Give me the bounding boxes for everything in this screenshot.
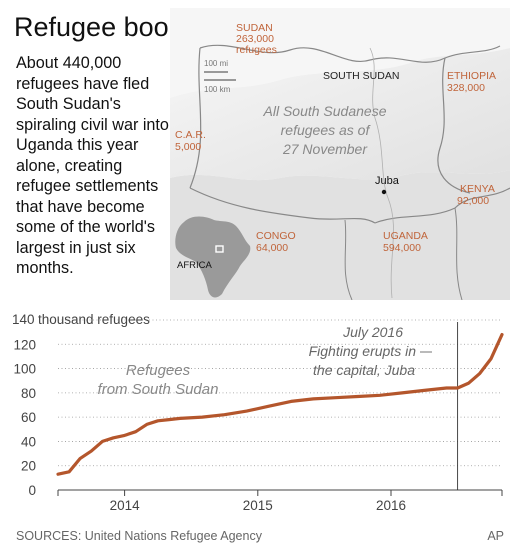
border-congo: [189, 187, 376, 224]
credit: AP: [487, 529, 504, 543]
border-car: [189, 47, 202, 189]
terrain-north: [170, 8, 510, 98]
chart-grid: [58, 319, 502, 467]
scale-km-label: 100 km: [204, 85, 231, 94]
svg-text:from South Sudan: from South Sudan: [98, 381, 219, 398]
svg-text:the capital, Juba: the capital, Juba: [313, 362, 415, 378]
y-axis-unit-label: thousand refugees: [38, 312, 150, 327]
x-tick-label: 2016: [376, 498, 406, 513]
scale-mi-label: 100 mi: [204, 59, 228, 68]
y-tick-label: 20: [21, 459, 36, 474]
svg-text:C.A.R.: C.A.R.: [175, 129, 206, 141]
border-uganda: [374, 207, 456, 224]
terrain-middle: [170, 48, 510, 181]
africa-inset-shape: [175, 216, 251, 298]
y-tick-label: 100: [13, 362, 36, 377]
river-nile: [369, 47, 394, 299]
line-chart: 0 20 40 60 80 100 120 140 thousand refugees 201…: [12, 312, 504, 513]
svg-text:SUDAN: SUDAN: [236, 22, 273, 34]
svg-text:refugees as of: refugees as of: [281, 122, 372, 138]
x-tick-label: 2015: [243, 498, 273, 513]
svg-text:CONGO: CONGO: [256, 230, 296, 242]
svg-text:5,000: 5,000: [175, 141, 201, 153]
country-label-congo: CONGO 64,000: [256, 230, 296, 254]
country-label-kenya: KENYA 92,000: [457, 183, 495, 207]
juba-marker: [381, 189, 387, 195]
country-label-sudan: SUDAN 263,000 refugees: [236, 22, 277, 56]
svg-text:July 2016: July 2016: [342, 324, 403, 340]
source-note: SOURCES: United Nations Refugee Agency: [16, 529, 262, 543]
svg-text:64,000: 64,000: [256, 242, 288, 254]
annotation-text: July 2016 Fighting erupts in the capital…: [309, 324, 417, 378]
terrain-south: [170, 170, 510, 300]
border-uganda-kenya: [454, 207, 463, 300]
y-tick-label: 40: [21, 434, 36, 449]
svg-text:92,000: 92,000: [457, 195, 489, 207]
y-tick-label: 140: [12, 312, 35, 327]
country-label-uganda: UGANDA 594,000: [383, 230, 428, 254]
border-sudan: [199, 44, 501, 63]
y-axis: 0 20 40 60 80 100 120 140: [12, 312, 36, 498]
africa-inset-label: AFRICA: [177, 260, 213, 271]
svg-text:refugees: refugees: [236, 44, 277, 56]
x-axis: 2014 2015 2016: [57, 490, 503, 513]
border-congo-uganda: [344, 219, 353, 300]
border-kenya: [454, 187, 510, 209]
chart-title: Refugee boom: [14, 12, 192, 42]
y-tick-label: 120: [13, 337, 36, 352]
svg-text:263,000: 263,000: [236, 33, 274, 45]
country-label-car: C.A.R. 5,000: [175, 129, 206, 153]
svg-text:UGANDA: UGANDA: [383, 230, 428, 242]
svg-text:Refugees: Refugees: [126, 362, 191, 379]
juba-label: Juba: [375, 175, 400, 187]
series-label: Refugees from South Sudan: [98, 362, 219, 398]
country-label-south-sudan: SOUTH SUDAN: [323, 70, 399, 82]
svg-text:Fighting erupts in: Fighting erupts in: [309, 343, 417, 359]
svg-text:All South Sudanese: All South Sudanese: [263, 103, 387, 119]
svg-text:594,000: 594,000: [383, 242, 421, 254]
y-tick-label: 60: [21, 410, 36, 425]
x-tick-label: 2014: [110, 498, 141, 513]
africa-inset: AFRICA: [175, 216, 251, 298]
map: 100 mi 100 km SUDAN 263,000 refugees ETH…: [170, 8, 510, 300]
africa-inset-highlight: [215, 245, 224, 253]
country-label-ethiopia: ETHIOPIA 328,000: [447, 70, 496, 94]
y-tick-label: 0: [28, 483, 36, 498]
map-caption: All South Sudanese refugees as of 27 Nov…: [263, 103, 387, 157]
svg-text:KENYA: KENYA: [460, 183, 495, 195]
svg-text:27 November: 27 November: [282, 141, 368, 157]
border-ethiopia: [437, 57, 471, 194]
y-tick-label: 80: [21, 386, 36, 401]
svg-text:328,000: 328,000: [447, 82, 485, 94]
svg-text:ETHIOPIA: ETHIOPIA: [447, 70, 496, 82]
series-line-refugees: [56, 332, 504, 476]
lede-text: About 440,000 refugees have fled South S…: [16, 54, 169, 277]
